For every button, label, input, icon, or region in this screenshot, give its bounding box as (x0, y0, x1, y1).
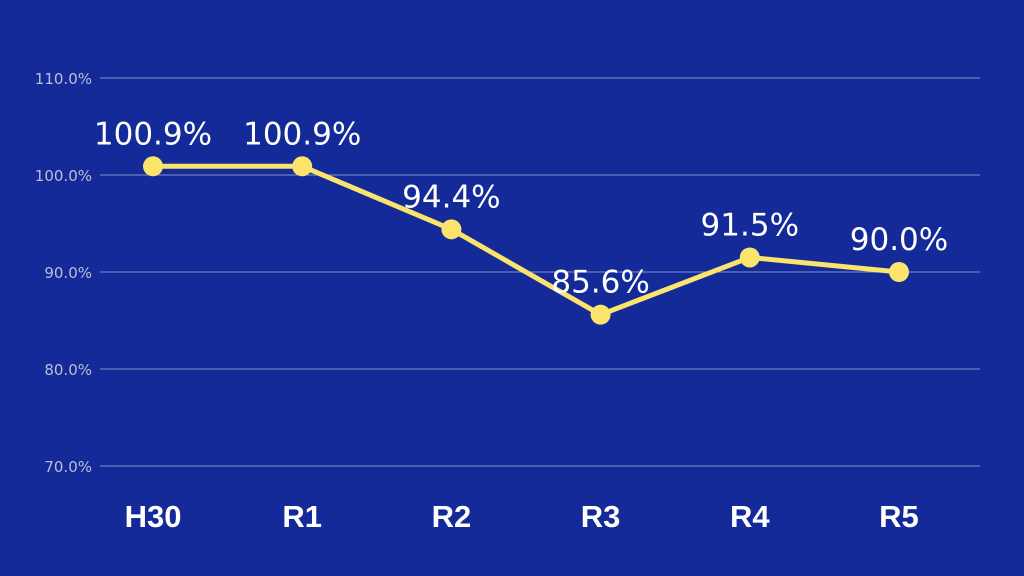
data-point (143, 156, 163, 177)
y-tick-label: 100.0% (35, 167, 92, 185)
y-axis-ticks: 70.0% 80.0% 90.0% 100.0% 110.0% (35, 70, 92, 476)
y-tick-label: 110.0% (35, 70, 92, 88)
x-tick-label: R5 (879, 499, 919, 534)
data-point (590, 304, 611, 325)
x-tick-label: R1 (282, 499, 322, 534)
y-tick-label: 70.0% (44, 458, 92, 476)
y-tick-label: 90.0% (44, 264, 92, 282)
x-tick-label: R2 (432, 499, 472, 534)
y-tick-label: 80.0% (44, 361, 92, 379)
data-point (889, 262, 909, 282)
series (143, 156, 909, 325)
x-tick-label: H30 (125, 499, 182, 534)
data-label: 94.4% (402, 179, 500, 215)
data-point (292, 156, 313, 177)
data-label: 100.9% (94, 116, 212, 152)
data-label: 90.0% (850, 222, 948, 258)
data-labels: 100.9% 100.9% 94.4% 85.6% 91.5% 90.0% (94, 116, 948, 300)
data-point (441, 219, 462, 240)
x-tick-label: R3 (581, 499, 621, 534)
series-line (150, 163, 902, 318)
data-label: 85.6% (551, 265, 649, 301)
data-point (739, 247, 760, 268)
gridlines (100, 77, 980, 467)
x-tick-label: R4 (730, 499, 770, 534)
data-label: 100.9% (243, 116, 361, 152)
x-axis-ticks: H30 R1 R2 R3 R4 R5 (125, 499, 919, 534)
data-label: 91.5% (701, 207, 799, 243)
